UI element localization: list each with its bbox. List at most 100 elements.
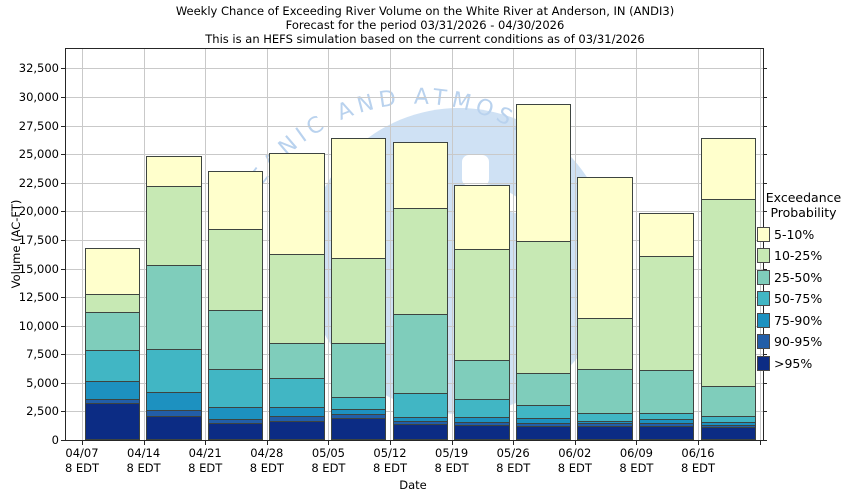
bar-segment-04/28-90-95%	[269, 416, 325, 421]
bar-segment-04/21-75-90%	[207, 406, 264, 420]
legend-swatch-75-90%	[757, 312, 770, 328]
x-tick-date: 04/28	[250, 446, 284, 460]
bar-segment-04/21->95%	[207, 422, 264, 440]
legend-label: 50-75%	[774, 291, 823, 306]
vertical-gridline	[636, 49, 638, 440]
vertical-gridline	[451, 49, 453, 440]
bar-segment-04/07-75-90%	[84, 380, 141, 399]
bar-segment-05/05->95%	[330, 418, 387, 440]
bar-segment-04/07-10-25%	[84, 293, 141, 312]
x-tick-label: 06/02 8 EDT	[544, 446, 606, 476]
y-tick-label: 30,000	[18, 90, 59, 105]
y-tick-label: 12,500	[18, 290, 59, 305]
y-tick-mark	[61, 382, 65, 384]
y-tick-mark	[61, 154, 65, 156]
legend-label: 90-95%	[774, 334, 823, 349]
x-tick-label: 06/09 8 EDT	[605, 446, 667, 476]
y-tick-mark-right	[764, 411, 767, 413]
x-tick-mark	[698, 441, 699, 445]
vertical-gridline	[205, 49, 207, 440]
legend-swatch-90-95%	[757, 334, 770, 349]
vertical-gridline	[328, 49, 330, 440]
x-tick-date: 05/19	[435, 446, 469, 460]
bar-segment-05/05-90-95%	[330, 413, 387, 419]
plot-area: CEANIC AND ATMOSPHE	[65, 48, 764, 441]
legend-entry->95%: >95%	[757, 355, 850, 371]
y-tick-mark-right	[764, 97, 767, 99]
x-tick-date: 04/14	[127, 446, 161, 460]
bar-segment-04/14->95%	[146, 416, 202, 440]
legend-swatch->95%	[757, 355, 770, 371]
legend-title-line1: Exceedance	[765, 190, 842, 205]
y-tick-mark	[61, 411, 65, 413]
y-tick-mark	[61, 125, 65, 127]
vertical-gridline	[266, 49, 268, 440]
bar-segment-05/26->95%	[515, 426, 572, 440]
chart-subtitle-simulation: This is an HEFS simulation based on the …	[205, 32, 645, 46]
x-tick-mark	[574, 441, 576, 445]
vertical-gridline	[143, 49, 145, 440]
bar-segment-06/02-10-25%	[577, 317, 633, 370]
y-tick-mark	[61, 297, 65, 299]
vertical-gridline	[390, 49, 391, 440]
bar-segment-05/12-75-90%	[392, 417, 449, 421]
legend-label: 75-90%	[774, 312, 823, 328]
stacked-bars	[66, 49, 763, 440]
bar-segment-05/26-50-75%	[515, 404, 572, 419]
bar-segment-04/28-5-10%	[269, 153, 325, 254]
vertical-gridline	[513, 49, 515, 440]
bar-segment-04/14-5-10%	[146, 156, 202, 187]
bar-segment-05/26-75-90%	[515, 418, 572, 423]
y-tick-mark-right	[764, 68, 767, 70]
bar-segment-05/12->95%	[392, 424, 449, 440]
legend-swatch-25-50%	[757, 269, 770, 285]
bar-segment-06/16-25-50%	[700, 386, 757, 416]
bar-segment-05/19-75-90%	[454, 417, 510, 422]
chart-subtitle-period: Forecast for the period 03/31/2026 - 04/…	[285, 18, 565, 32]
x-tick-label: 05/05 8 EDT	[297, 446, 359, 476]
bar-segment-05/26-5-10%	[515, 103, 572, 242]
bar-segment-04/07->95%	[84, 403, 141, 440]
legend-entry-10-25%: 10-25%	[757, 248, 850, 263]
bar-segment-05/12-25-50%	[392, 314, 449, 394]
bar-segment-04/07-50-75%	[84, 349, 141, 381]
x-tick-date: 06/02	[558, 446, 592, 460]
y-tick-mark	[61, 182, 65, 184]
x-tick-date: 05/26	[496, 446, 530, 460]
x-tick-label: 04/14 8 EDT	[113, 446, 175, 476]
bar-segment-04/14-90-95%	[146, 410, 202, 416]
x-tick-mark	[636, 441, 638, 445]
bar-segment-06/02-75-90%	[577, 420, 633, 423]
y-tick-label: 32,500	[18, 61, 59, 76]
bar-segment-05/12-5-10%	[392, 141, 449, 208]
horizontal-gridline	[66, 97, 763, 99]
x-tick-mark	[266, 441, 268, 445]
y-tick-label: 17,500	[18, 232, 59, 247]
x-tick-time: 8 EDT	[188, 461, 223, 475]
bar-segment-06/09-10-25%	[638, 255, 695, 371]
y-tick-mark	[61, 97, 65, 99]
x-tick-mark	[390, 441, 391, 445]
x-tick-mark	[82, 441, 83, 445]
bar-segment-04/21-90-95%	[207, 419, 264, 423]
legend-label: 25-50%	[774, 269, 823, 285]
bar-segment-05/12-10-25%	[392, 207, 449, 315]
x-tick-label: 04/07 8 EDT	[51, 446, 113, 476]
bar-segment-04/07-25-50%	[84, 311, 141, 350]
bar-segment-04/07-90-95%	[84, 398, 141, 404]
x-tick-label: 06/16 8 EDT	[667, 446, 729, 476]
bar-segment-04/28-25-50%	[269, 342, 325, 379]
y-tick-label: 5,000	[26, 375, 59, 390]
bar-segment-06/16->95%	[700, 427, 757, 440]
vertical-gridline	[82, 49, 83, 440]
bar-segment-04/28-50-75%	[269, 378, 325, 407]
y-tick-mark	[61, 68, 65, 70]
x-tick-mark	[205, 441, 207, 445]
x-tick-time: 8 EDT	[496, 461, 531, 475]
vertical-gridline	[759, 49, 761, 440]
bar-segment-04/21-10-25%	[207, 228, 264, 310]
bar-segment-04/14-75-90%	[146, 392, 202, 411]
legend-entries: 5-10% 10-25% 25-50% 50-75% 75-90% 90-95% >95%	[757, 226, 850, 371]
horizontal-gridline	[66, 68, 763, 70]
